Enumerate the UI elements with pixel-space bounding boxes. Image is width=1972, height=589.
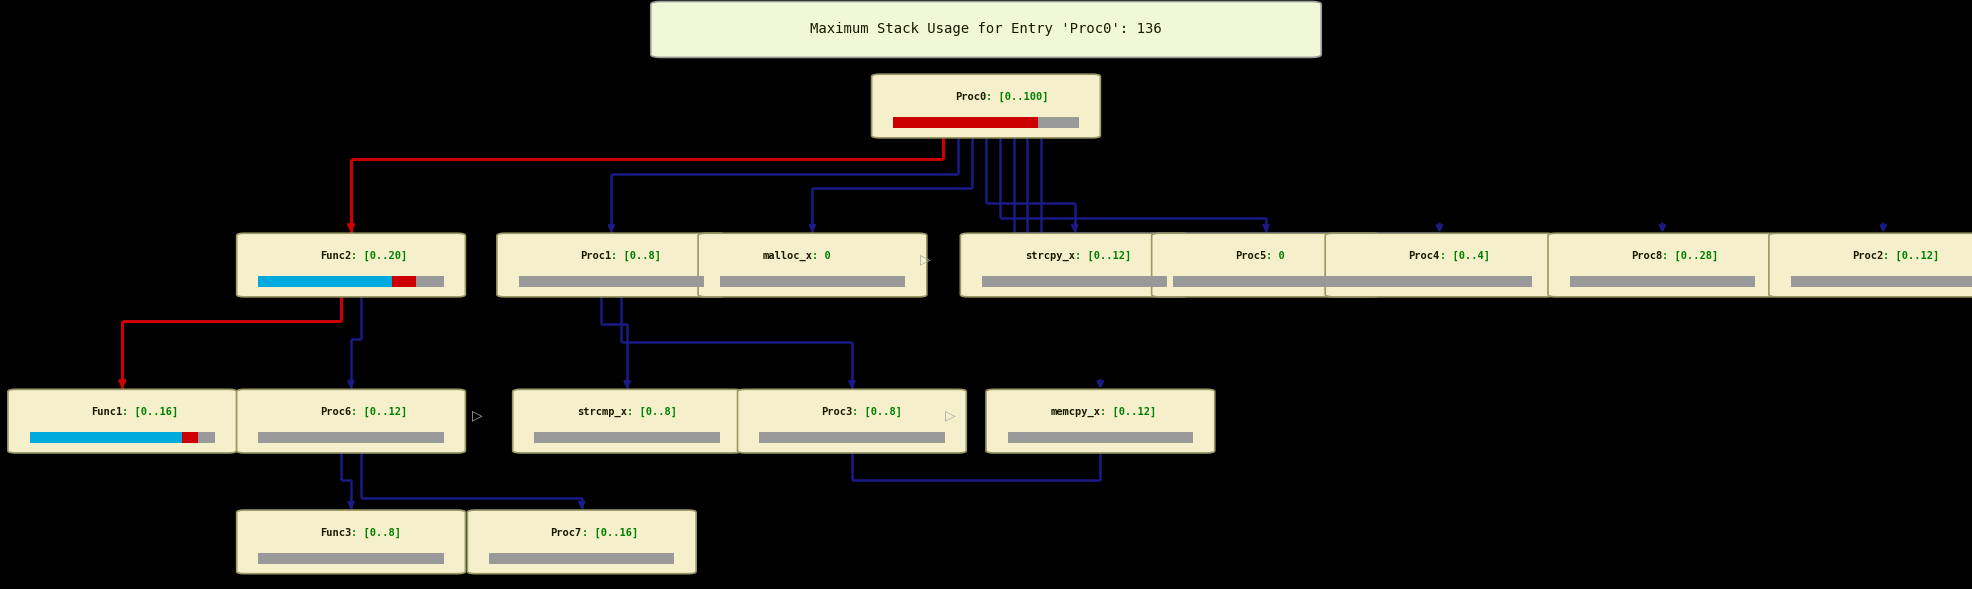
Text: Proc6: Proc6: [319, 408, 351, 417]
Text: : [0..8]: : [0..8]: [351, 528, 400, 538]
Text: : 0: : 0: [812, 252, 832, 261]
Bar: [489, 553, 674, 564]
Bar: [1347, 276, 1532, 287]
Bar: [258, 432, 444, 443]
Text: : [0..4]: : [0..4]: [1440, 251, 1489, 262]
Bar: [30, 432, 215, 443]
FancyBboxPatch shape: [513, 389, 741, 453]
Bar: [519, 276, 704, 287]
Text: Proc0: Proc0: [954, 92, 986, 102]
FancyBboxPatch shape: [1769, 233, 1972, 297]
FancyBboxPatch shape: [986, 389, 1215, 453]
Text: Proc5: Proc5: [1234, 252, 1266, 261]
Text: Func3: Func3: [319, 528, 351, 538]
Bar: [534, 432, 720, 443]
Bar: [392, 276, 416, 287]
Bar: [181, 432, 199, 443]
Bar: [759, 432, 945, 443]
Text: ▷: ▷: [919, 252, 931, 266]
Text: : [0..12]: : [0..12]: [351, 407, 408, 418]
Bar: [1791, 276, 1972, 287]
Text: : [0..20]: : [0..20]: [351, 251, 408, 262]
FancyBboxPatch shape: [1152, 233, 1380, 297]
Text: Proc7: Proc7: [550, 528, 582, 538]
FancyBboxPatch shape: [8, 389, 237, 453]
Bar: [1173, 276, 1359, 287]
Text: : [0..8]: : [0..8]: [611, 251, 661, 262]
Text: Proc3: Proc3: [820, 408, 852, 417]
Bar: [720, 276, 905, 287]
Text: strcpy_x: strcpy_x: [1025, 252, 1075, 261]
Text: Maximum Stack Usage for Entry 'Proc0': 136: Maximum Stack Usage for Entry 'Proc0': 1…: [810, 22, 1162, 37]
Text: : [0..100]: : [0..100]: [986, 92, 1049, 102]
FancyBboxPatch shape: [872, 74, 1100, 138]
FancyBboxPatch shape: [237, 233, 465, 297]
Text: Proc4: Proc4: [1408, 252, 1440, 261]
Text: : [0..16]: : [0..16]: [122, 407, 179, 418]
Text: : [0..16]: : [0..16]: [582, 528, 639, 538]
Bar: [258, 276, 392, 287]
Text: Func1: Func1: [91, 408, 122, 417]
Text: : [0..28]: : [0..28]: [1662, 251, 1720, 262]
FancyBboxPatch shape: [497, 233, 726, 297]
Bar: [1008, 432, 1193, 443]
Text: : [0..8]: : [0..8]: [627, 407, 676, 418]
Bar: [893, 117, 1037, 128]
Text: : [0..12]: : [0..12]: [1100, 407, 1158, 418]
Bar: [258, 276, 444, 287]
Bar: [30, 432, 181, 443]
Text: : [0..8]: : [0..8]: [852, 407, 901, 418]
FancyBboxPatch shape: [467, 510, 696, 574]
Text: Proc8: Proc8: [1631, 252, 1662, 261]
Text: : [0..12]: : [0..12]: [1883, 251, 1940, 262]
Bar: [893, 117, 1079, 128]
Text: : 0: : 0: [1266, 252, 1286, 261]
Text: Proc2: Proc2: [1852, 252, 1883, 261]
Text: ▷: ▷: [471, 408, 483, 422]
Bar: [1570, 276, 1755, 287]
Text: : [0..12]: : [0..12]: [1075, 251, 1132, 262]
FancyBboxPatch shape: [1548, 233, 1777, 297]
FancyBboxPatch shape: [1325, 233, 1554, 297]
Text: strcmp_x: strcmp_x: [578, 408, 627, 417]
Text: ▷: ▷: [945, 408, 956, 422]
Text: malloc_x: malloc_x: [763, 251, 812, 262]
FancyBboxPatch shape: [698, 233, 927, 297]
Bar: [258, 553, 444, 564]
Text: memcpy_x: memcpy_x: [1051, 408, 1100, 417]
FancyBboxPatch shape: [651, 2, 1321, 58]
FancyBboxPatch shape: [960, 233, 1189, 297]
FancyBboxPatch shape: [738, 389, 966, 453]
Text: Func2: Func2: [319, 252, 351, 261]
Text: Proc1: Proc1: [580, 252, 611, 261]
Bar: [982, 276, 1167, 287]
FancyBboxPatch shape: [237, 510, 465, 574]
FancyBboxPatch shape: [237, 389, 465, 453]
